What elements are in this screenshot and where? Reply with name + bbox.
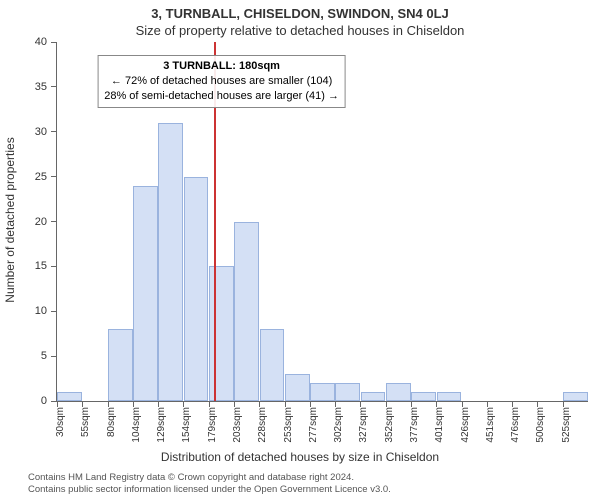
- histogram-bar: [437, 392, 462, 401]
- y-tick: [51, 131, 57, 132]
- histogram-bar: [260, 329, 285, 401]
- x-tick-label: 179sqm: [207, 407, 218, 443]
- x-tick-label: 253sqm: [283, 407, 294, 443]
- y-tick-label: 40: [35, 36, 47, 48]
- y-tick-label: 35: [35, 81, 47, 93]
- x-tick-label: 30sqm: [55, 407, 66, 437]
- footer-line-2: Contains public sector information licen…: [28, 484, 590, 496]
- histogram-bar: [184, 177, 209, 401]
- footer-attribution: Contains HM Land Registry data © Crown c…: [28, 472, 590, 496]
- histogram-bar: [57, 392, 82, 401]
- annotation-line: 3 TURNBALL: 180sqm: [104, 59, 339, 74]
- x-tick-label: 203sqm: [232, 407, 243, 443]
- histogram-bar: [411, 392, 436, 401]
- x-tick-label: 55sqm: [80, 407, 91, 437]
- plot-area: 051015202530354030sqm55sqm80sqm104sqm129…: [56, 42, 588, 402]
- y-tick: [51, 311, 57, 312]
- x-tick-label: 426sqm: [460, 407, 471, 443]
- annotation-line: ← 72% of detached houses are smaller (10…: [104, 74, 339, 89]
- histogram-bar: [310, 383, 335, 401]
- y-tick-label: 0: [41, 395, 47, 407]
- y-tick-label: 5: [41, 350, 47, 362]
- histogram-bar: [335, 383, 360, 401]
- chart-title-main: 3, TURNBALL, CHISELDON, SWINDON, SN4 0LJ: [0, 0, 600, 21]
- histogram-bar: [133, 186, 158, 401]
- y-tick-label: 25: [35, 171, 47, 183]
- x-tick-label: 104sqm: [131, 407, 142, 443]
- histogram-bar: [563, 392, 588, 401]
- x-tick-label: 525sqm: [561, 407, 572, 443]
- annotation-line: 28% of semi-detached houses are larger (…: [104, 89, 339, 104]
- histogram-bar: [158, 123, 183, 401]
- y-tick: [51, 176, 57, 177]
- y-tick-label: 15: [35, 260, 47, 272]
- histogram-bar: [209, 266, 234, 401]
- x-tick-label: 401sqm: [434, 407, 445, 443]
- footer-line-1: Contains HM Land Registry data © Crown c…: [28, 472, 590, 484]
- histogram-bar: [361, 392, 386, 401]
- histogram-bar: [386, 383, 411, 401]
- x-tick-label: 302sqm: [333, 407, 344, 443]
- x-tick-label: 80sqm: [106, 407, 117, 437]
- y-tick: [51, 42, 57, 43]
- x-tick-label: 129sqm: [156, 407, 167, 443]
- y-tick: [51, 221, 57, 222]
- histogram-bar: [285, 374, 310, 401]
- y-tick: [51, 86, 57, 87]
- y-tick-label: 30: [35, 126, 47, 138]
- chart-area: 051015202530354030sqm55sqm80sqm104sqm129…: [56, 42, 588, 402]
- chart-title-sub: Size of property relative to detached ho…: [0, 21, 600, 42]
- y-tick: [51, 356, 57, 357]
- y-axis-label: Number of detached properties: [3, 137, 17, 302]
- y-tick-label: 10: [35, 305, 47, 317]
- y-tick-label: 20: [35, 216, 47, 228]
- x-tick-label: 228sqm: [257, 407, 268, 443]
- x-tick-label: 377sqm: [409, 407, 420, 443]
- histogram-bar: [234, 222, 259, 402]
- x-tick-label: 352sqm: [384, 407, 395, 443]
- annotation-box: 3 TURNBALL: 180sqm← 72% of detached hous…: [97, 55, 346, 108]
- y-tick: [51, 266, 57, 267]
- x-tick-label: 154sqm: [181, 407, 192, 443]
- x-tick-label: 500sqm: [535, 407, 546, 443]
- x-tick-label: 476sqm: [510, 407, 521, 443]
- histogram-bar: [108, 329, 133, 401]
- x-tick-label: 277sqm: [308, 407, 319, 443]
- x-axis-label: Distribution of detached houses by size …: [161, 450, 439, 464]
- x-tick-label: 451sqm: [485, 407, 496, 443]
- x-tick-label: 327sqm: [358, 407, 369, 443]
